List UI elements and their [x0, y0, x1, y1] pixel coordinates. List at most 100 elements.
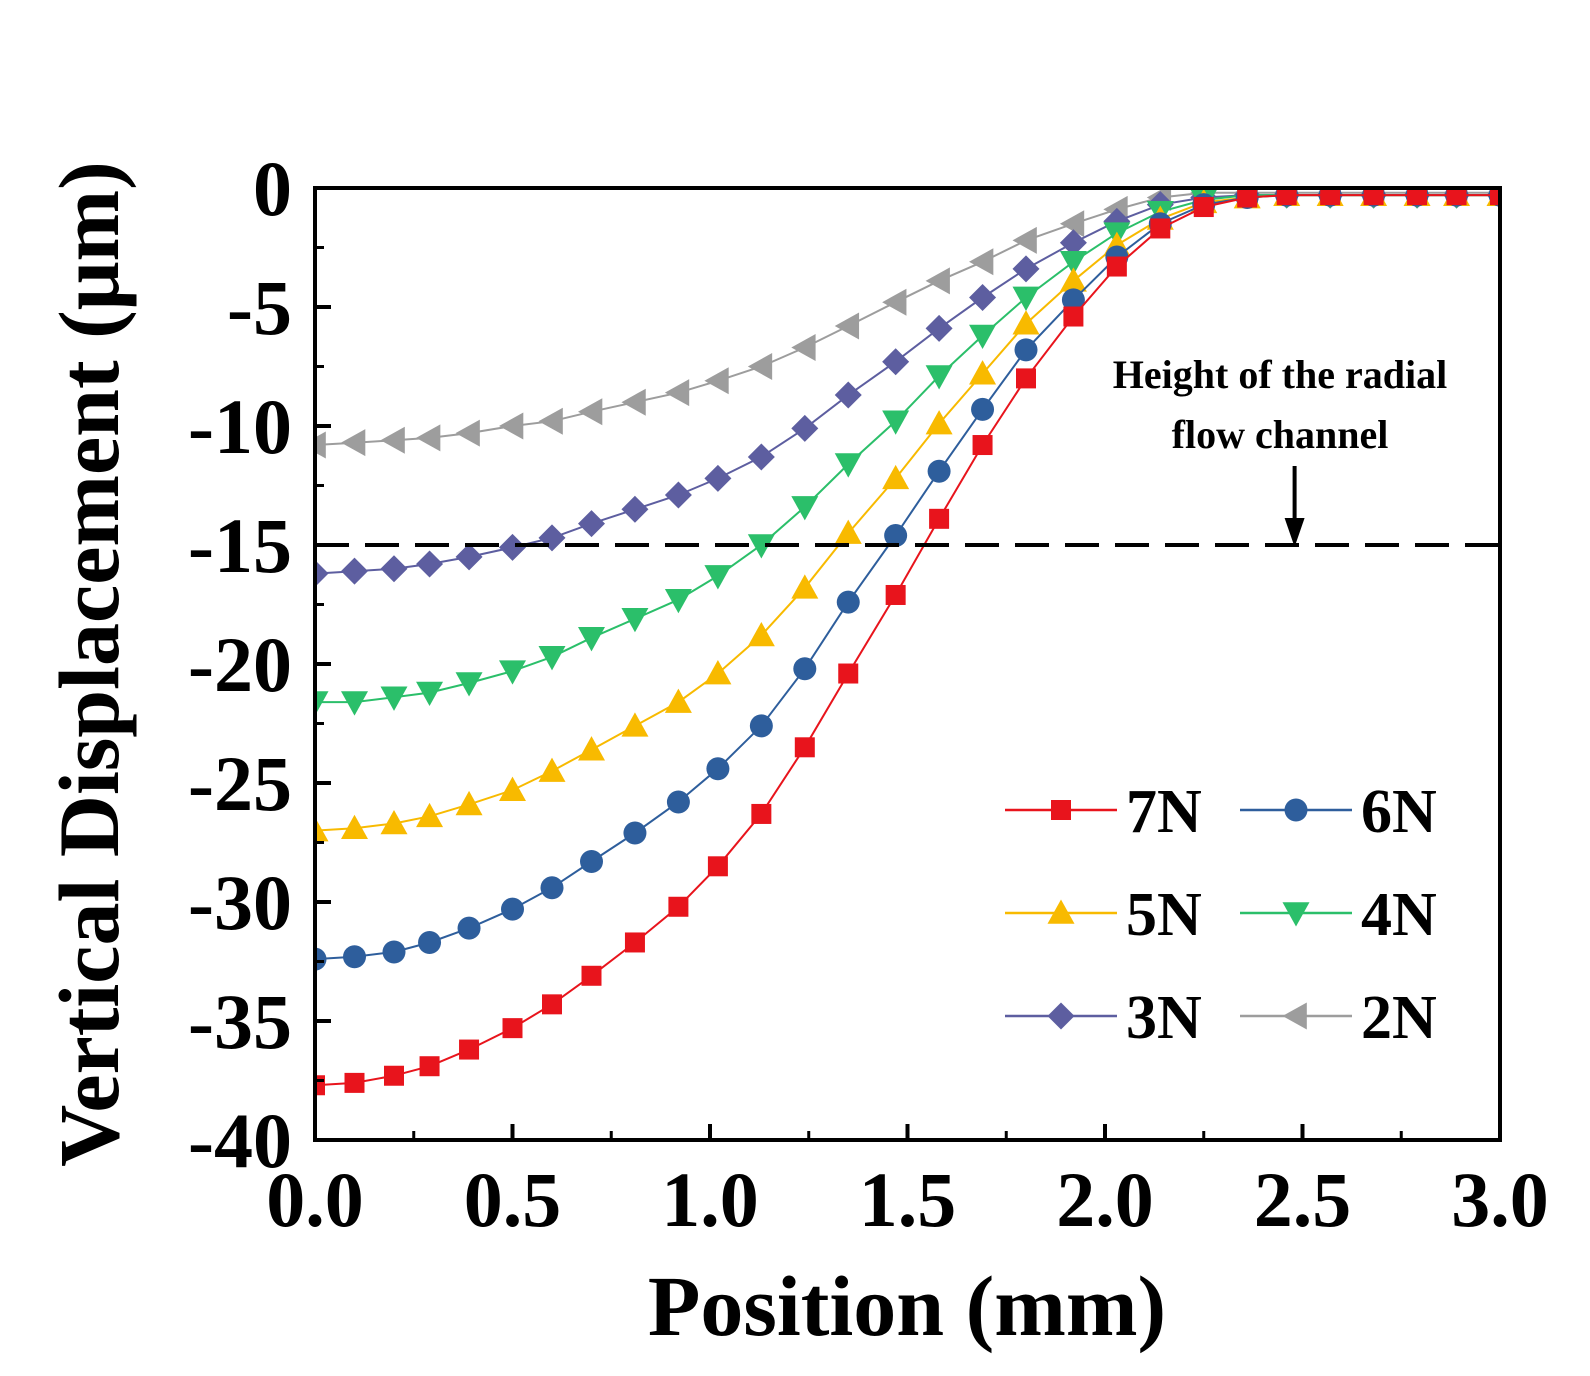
data-point-6N	[457, 916, 481, 940]
data-point-6N	[382, 940, 406, 964]
legend-item-7N: 7N	[1005, 778, 1202, 846]
y-tick-label: -35	[188, 978, 292, 1065]
y-tick-label: 0	[253, 145, 292, 232]
data-point-4N	[969, 324, 997, 350]
data-point-2N	[315, 431, 326, 459]
data-point-7N	[581, 965, 602, 986]
legend-marker-2N	[1282, 1002, 1307, 1030]
data-point-7N	[1363, 188, 1384, 206]
data-point-6N	[749, 714, 773, 738]
data-point-4N	[455, 672, 483, 697]
data-point-2N	[499, 412, 524, 440]
data-point-4N	[664, 588, 692, 614]
data-point-3N	[341, 557, 368, 585]
data-point-3N	[380, 555, 408, 583]
data-point-5N	[455, 790, 483, 816]
data-point-3N	[747, 443, 775, 471]
data-point-5N	[925, 410, 953, 435]
legend-marker-3N	[1047, 1002, 1075, 1030]
data-point-3N	[834, 381, 862, 409]
data-point-5N	[664, 688, 692, 713]
y-axis-title: Vertical Displacement (μm)	[41, 161, 137, 1167]
x-axis-title: Position (mm)	[648, 1258, 1166, 1354]
data-point-2N	[791, 333, 816, 361]
x-tick-label: 0.0	[266, 1156, 364, 1243]
data-point-7N	[794, 737, 815, 758]
series-7N	[315, 188, 1500, 1096]
data-point-5N	[499, 776, 526, 801]
data-point-2N	[455, 419, 480, 447]
data-point-5N	[834, 519, 862, 544]
data-point-3N	[416, 550, 444, 578]
data-point-7N	[315, 1075, 325, 1096]
data-point-4N	[834, 453, 862, 478]
data-point-6N	[666, 790, 690, 814]
data-point-3N	[791, 414, 819, 442]
data-point-6N	[540, 876, 564, 900]
data-point-2N	[578, 398, 603, 426]
data-point-5N	[1012, 310, 1040, 335]
y-tick-label: -40	[188, 1097, 292, 1184]
data-point-7N	[502, 1018, 523, 1039]
data-point-4N	[791, 496, 819, 521]
x-tick-label: 2.0	[1056, 1156, 1154, 1243]
legend-item-4N: 4N	[1240, 881, 1437, 949]
data-point-7N	[624, 932, 645, 953]
data-point-2N	[621, 388, 646, 416]
x-tick-label: 1.5	[859, 1156, 957, 1243]
data-point-5N	[1059, 267, 1087, 292]
data-point-7N	[384, 1065, 404, 1086]
data-point-2N	[664, 379, 690, 407]
data-point-3N	[969, 283, 997, 311]
data-point-2N	[882, 288, 907, 316]
data-point-5N	[538, 757, 566, 782]
data-point-4N	[747, 534, 775, 559]
data-point-4N	[704, 565, 732, 590]
data-point-3N	[499, 533, 526, 561]
data-point-7N	[838, 663, 859, 684]
data-point-2N	[925, 267, 950, 295]
y-tick-label: -25	[188, 740, 292, 827]
legend-label-6N: 6N	[1361, 778, 1437, 846]
legend-label-5N: 5N	[1126, 881, 1202, 949]
y-tick-label: -5	[227, 264, 292, 351]
data-point-5N	[882, 464, 910, 490]
data-point-3N	[621, 495, 649, 523]
legend-item-3N: 3N	[1005, 984, 1202, 1052]
legend-marker-7N	[1051, 800, 1071, 820]
data-point-6N	[793, 657, 817, 681]
data-point-7N	[1276, 188, 1297, 206]
data-point-3N	[455, 543, 483, 571]
data-point-6N	[501, 897, 524, 921]
data-point-4N	[315, 691, 329, 716]
legend-marker-6N	[1284, 798, 1308, 822]
data-point-7N	[1016, 368, 1036, 389]
data-point-7N	[419, 1056, 440, 1077]
data-point-7N	[1193, 197, 1214, 218]
data-point-6N	[927, 459, 951, 483]
data-point-5N	[791, 574, 819, 599]
data-point-6N	[315, 947, 327, 971]
data-point-6N	[418, 930, 442, 954]
data-point-6N	[836, 590, 860, 614]
data-point-6N	[884, 523, 908, 547]
data-point-7N	[1150, 218, 1171, 239]
data-point-7N	[929, 508, 950, 529]
x-tick-label: 3.0	[1451, 1156, 1549, 1243]
legend-label-7N: 7N	[1126, 778, 1202, 846]
data-point-7N	[1106, 256, 1127, 277]
data-point-2N	[341, 429, 366, 457]
data-point-4N	[621, 607, 649, 633]
data-point-7N	[707, 856, 728, 877]
data-point-4N	[578, 627, 605, 652]
data-point-2N	[1059, 210, 1085, 238]
data-point-4N	[925, 365, 953, 390]
data-point-5N	[704, 660, 732, 685]
data-point-3N	[664, 481, 692, 509]
data-point-3N	[882, 348, 910, 376]
x-tick-label: 2.5	[1254, 1156, 1352, 1243]
data-point-2N	[834, 312, 860, 340]
data-point-5N	[416, 802, 444, 828]
data-point-6N	[971, 397, 995, 421]
